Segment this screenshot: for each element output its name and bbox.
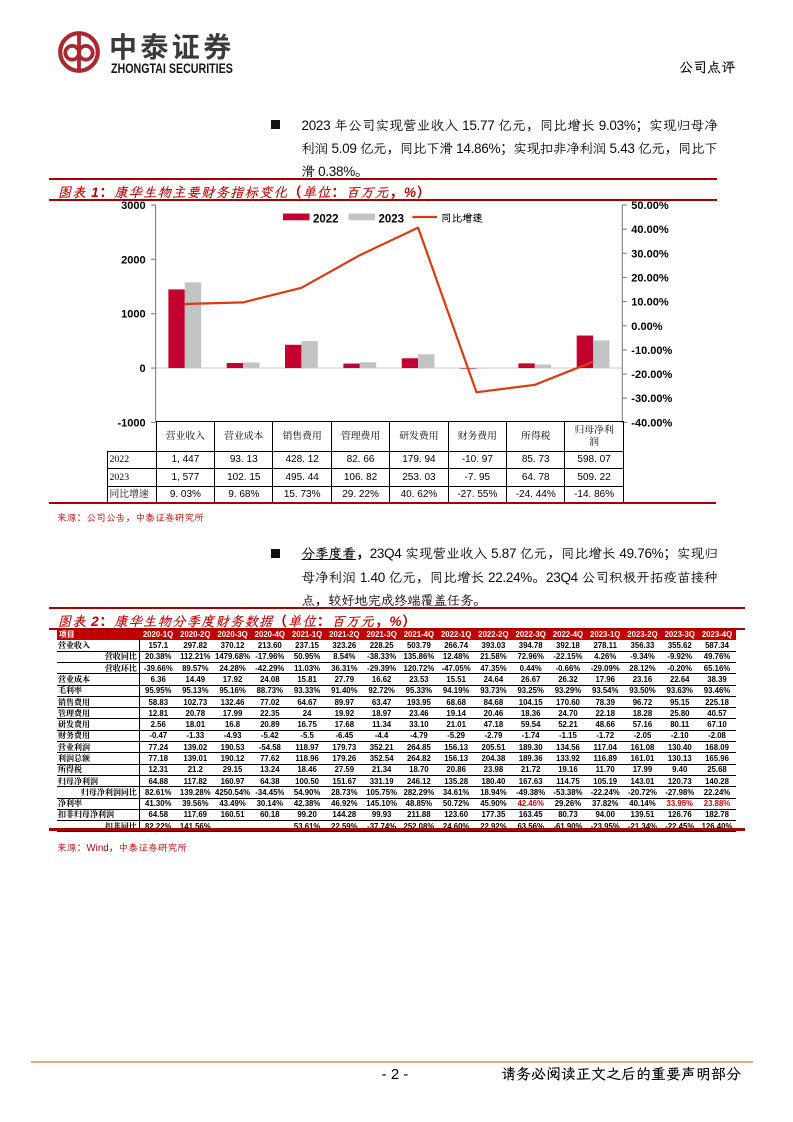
svg-text:同比增速: 同比增速 [441, 212, 483, 225]
svg-text:-30.00%: -30.00% [631, 393, 672, 405]
svg-text:3000: 3000 [121, 200, 145, 212]
svg-text:0.00%: 0.00% [631, 321, 662, 333]
svg-text:10.00%: 10.00% [631, 297, 669, 309]
svg-text:2022: 2022 [313, 214, 339, 226]
svg-text:30.00%: 30.00% [631, 248, 669, 260]
svg-text:20.00%: 20.00% [631, 272, 669, 284]
svg-text:2000: 2000 [121, 254, 145, 266]
svg-text:0: 0 [139, 363, 145, 375]
svg-text:2023: 2023 [379, 214, 405, 226]
svg-text:40.00%: 40.00% [631, 224, 669, 236]
svg-text:1000: 1000 [121, 309, 145, 321]
svg-text:-40.00%: -40.00% [631, 417, 672, 429]
svg-text:-10.00%: -10.00% [631, 345, 672, 357]
svg-text:-20.00%: -20.00% [631, 369, 672, 381]
svg-text:50.00%: 50.00% [631, 200, 669, 212]
